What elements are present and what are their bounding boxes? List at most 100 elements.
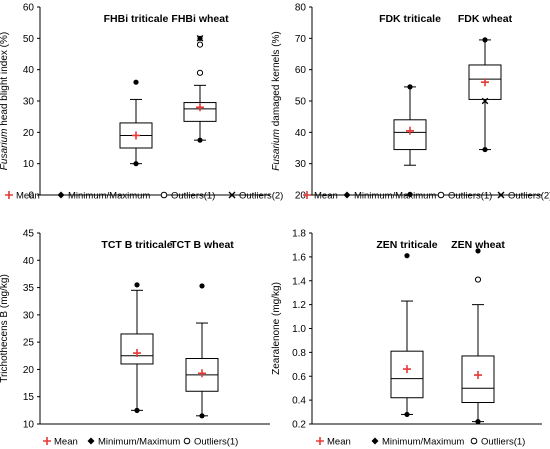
- box-group-2: TCT B wheat: [170, 239, 234, 419]
- y-tick-label: 80: [295, 3, 307, 14]
- y-axis-label: Trichothecens B (mg/kg): [0, 274, 10, 383]
- legend-outlier1-symbol: [183, 437, 191, 445]
- legend-label-minmax: Minimum/Maximum: [98, 437, 180, 448]
- y-tick-label: 0.8: [292, 348, 306, 359]
- legend-label-mean: Mean: [327, 437, 351, 448]
- box: [461, 355, 495, 404]
- y-axis-label-text: head blight index (%): [0, 32, 10, 129]
- legend: Mean Minimum/Maximum Outliers(1): [43, 437, 238, 448]
- max-marker: [482, 37, 488, 43]
- y-tick-label: 40: [23, 256, 35, 267]
- box: [120, 333, 154, 365]
- min-marker: [197, 137, 203, 143]
- outlier-1-marker: [196, 41, 204, 48]
- legend: Mean Minimum/Maximum Outliers(1) Outliers(2…: [303, 191, 550, 202]
- outlier-1-marker: [196, 69, 204, 76]
- y-axis-label: Fusarium head blight index (%): [0, 32, 10, 170]
- y-tick-label: 60: [295, 65, 307, 76]
- min-marker: [475, 419, 481, 425]
- legend-outlier2-symbol: [497, 191, 505, 199]
- box-group-1: FDK triticale: [379, 13, 441, 197]
- group-label: FDK wheat: [458, 13, 513, 25]
- group-label: FDK triticale: [379, 13, 441, 25]
- legend-label-mean: Mean: [54, 437, 78, 448]
- y-tick-label: 0.4: [292, 396, 306, 407]
- group-label: FHBi triticale: [104, 13, 169, 25]
- mean-marker: [133, 349, 141, 358]
- legend-minmax-symbol: [371, 437, 379, 445]
- min-marker: [199, 413, 205, 419]
- group-label: ZEN triticale: [376, 239, 437, 251]
- y-tick-label: 1.2: [292, 300, 306, 311]
- mean-marker: [196, 103, 204, 112]
- legend-label-out1: Outliers(1): [481, 437, 525, 448]
- outlier-1-marker: [474, 276, 482, 283]
- min-marker: [133, 161, 139, 167]
- box-group-2: FHBi wheat: [171, 13, 229, 143]
- y-axis-label-text: Trichothecens B (mg/kg): [0, 274, 10, 383]
- y-axis-label-text: Zearalenone (mg/kg): [271, 282, 282, 375]
- max-marker: [407, 84, 413, 90]
- y-tick-label: 50: [295, 97, 307, 108]
- chart-panel-1: 0 10 20 30 40 50 60 Fusarium head blight index …: [0, 3, 283, 202]
- mean-marker: [481, 78, 489, 87]
- max-marker: [133, 79, 139, 85]
- legend-label-out2: Outliers(2): [508, 191, 550, 202]
- group-label: FHBi wheat: [171, 13, 229, 25]
- legend-label-minmax: Minimum/Maximum: [68, 191, 150, 202]
- legend-outlier1-symbol: [437, 191, 445, 199]
- y-axis-label: Fusarium damaged kernels (%): [271, 31, 282, 171]
- y-tick-label: 30: [23, 97, 35, 108]
- legend-mean-symbol: [5, 191, 13, 199]
- y-axis-label: Zearalenone (mg/kg): [271, 282, 282, 375]
- min-marker: [404, 411, 410, 418]
- legend-mean-symbol: [316, 437, 324, 445]
- y-tick-label: 45: [23, 229, 35, 240]
- box: [183, 102, 217, 122]
- mean-marker: [198, 369, 206, 378]
- legend-label-out2: Outliers(2): [239, 191, 283, 202]
- box-group-2: ZEN wheat: [451, 239, 505, 425]
- y-axis-label-text: damaged kernels (%): [271, 31, 282, 129]
- min-marker: [407, 191, 413, 197]
- group-label: TCT B wheat: [170, 239, 234, 251]
- legend-label-minmax: Minimum/Maximum: [354, 191, 436, 202]
- max-marker: [404, 253, 410, 259]
- legend-label-mean: Mean: [314, 191, 338, 202]
- chart-panel-2: 20 30 40 50 60 70 80 Fusarium damaged kernels (…: [271, 3, 550, 202]
- legend-label-out1: Outliers(1): [448, 191, 492, 202]
- y-tick-label: 40: [23, 65, 35, 76]
- y-tick-label: 15: [23, 392, 35, 403]
- group-label: TCT B triticale: [101, 239, 172, 251]
- group-label: ZEN wheat: [451, 239, 505, 251]
- legend-outlier1-symbol: [470, 437, 478, 445]
- y-axis-label-italic: Fusarium: [271, 129, 282, 171]
- max-marker: [199, 283, 205, 289]
- y-tick-label: 0.6: [292, 372, 306, 383]
- y-tick-label: 0.2: [292, 420, 306, 431]
- y-tick-label: 40: [295, 128, 307, 139]
- box: [390, 350, 424, 399]
- y-tick-label: 30: [295, 159, 307, 170]
- chart-panel-3: 10 15 20 25 30 35 40 45 Trichothecens B (mg/kg) T…: [0, 229, 270, 448]
- y-tick-label: 1.0: [292, 324, 306, 335]
- y-tick-label: 25: [23, 338, 35, 349]
- mean-marker: [474, 371, 482, 380]
- y-tick-label: 10: [23, 420, 35, 431]
- outlier-2-marker: [481, 97, 489, 105]
- legend: Mean Minimum/Maximum Outliers(1): [316, 437, 525, 448]
- box-group-1: FHBi triticale: [104, 13, 169, 167]
- mean-marker: [406, 126, 414, 135]
- legend-label-minmax: Minimum/Maximum: [382, 437, 464, 448]
- legend-minmax-symbol: [57, 191, 65, 199]
- y-tick-label: 1.8: [292, 229, 306, 240]
- y-tick-label: 20: [23, 365, 35, 376]
- mean-marker: [132, 131, 140, 140]
- y-tick-label: 0: [28, 191, 34, 202]
- box-group-1: TCT B triticale: [101, 239, 173, 413]
- legend-mean-symbol: [43, 437, 51, 445]
- y-tick-label: 50: [23, 34, 35, 45]
- outlier-2-marker: [196, 35, 204, 42]
- y-tick-label: 1.6: [292, 252, 306, 263]
